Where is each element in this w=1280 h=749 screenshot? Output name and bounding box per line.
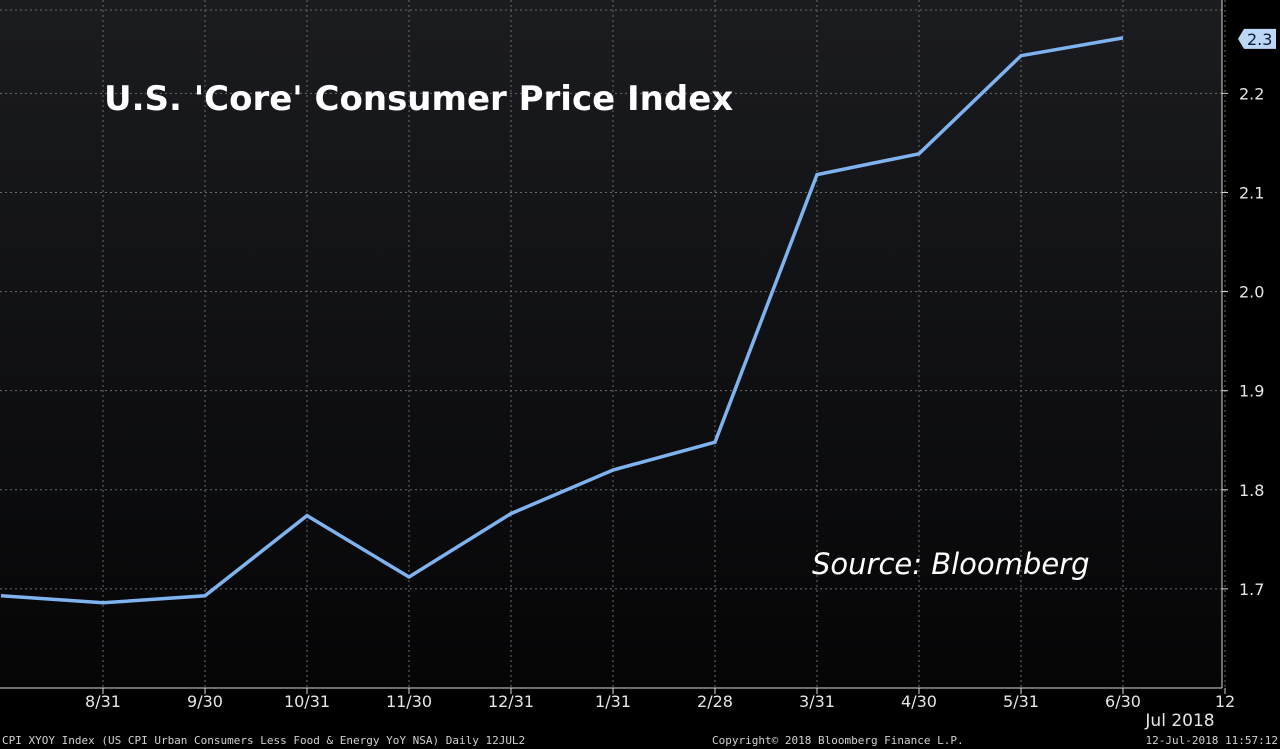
x-tick-label: 1/31 [595,692,631,711]
y-tick-label: 2.2 [1239,84,1264,103]
y-tick-label: 2.0 [1239,283,1264,302]
x-tick-label: 8/31 [85,692,121,711]
footer-security-description: CPI XYOY Index (US CPI Urban Consumers L… [2,734,526,747]
data-point [509,511,514,516]
data-point [713,440,718,445]
last-value-badge: 2.3 [1238,28,1276,49]
axes: 8/31 9/30 10/31 11/30 12/31 1/31 2/28 3/31 4/30 5… [0,0,1276,711]
x-tick-label: 9/30 [187,692,223,711]
x-tick-label: 11/30 [386,692,432,711]
data-point [407,575,412,580]
series-layer [0,35,1126,605]
data-point [305,513,310,518]
x-tick-label: 2/28 [697,692,733,711]
footer-timestamp: 12-Jul-2018 11:57:12 [1145,734,1278,747]
plot-area [0,0,1222,688]
x-tick-label: 10/31 [284,692,330,711]
data-point [1019,53,1024,58]
x-tick-label: 12 [1215,692,1235,711]
gridlines [0,0,1226,688]
y-tick-label: 1.9 [1239,382,1264,401]
data-point [203,593,208,598]
y-tick-label: 2.1 [1239,183,1264,202]
x-tick-label: 5/31 [1003,692,1039,711]
x-tick-label: 6/30 [1105,692,1141,711]
data-point [1121,35,1126,40]
chart-title: U.S. 'Core' Consumer Price Index [104,79,733,119]
footer-bar: CPI XYOY Index (US CPI Urban Consumers L… [0,731,1280,749]
data-point [917,151,922,156]
data-point [101,600,106,605]
x-tick-label: 3/31 [799,692,835,711]
data-point [815,172,820,177]
x-tick-label: 12/31 [488,692,534,711]
source-annotation: Source: Bloomberg [812,547,1090,581]
x-year-label: Jul 2018 [1144,711,1214,731]
last-value-label: 2.3 [1247,30,1272,49]
last-value-box [1238,28,1276,49]
data-point [611,468,616,473]
x-tick-label: 4/30 [901,692,937,711]
series-line-cpi [0,36,1124,605]
y-tick-label: 1.7 [1239,580,1264,599]
footer-copyright: Copyright© 2018 Bloomberg Finance L.P. [712,734,964,747]
y-tick-label: 1.8 [1239,481,1264,500]
